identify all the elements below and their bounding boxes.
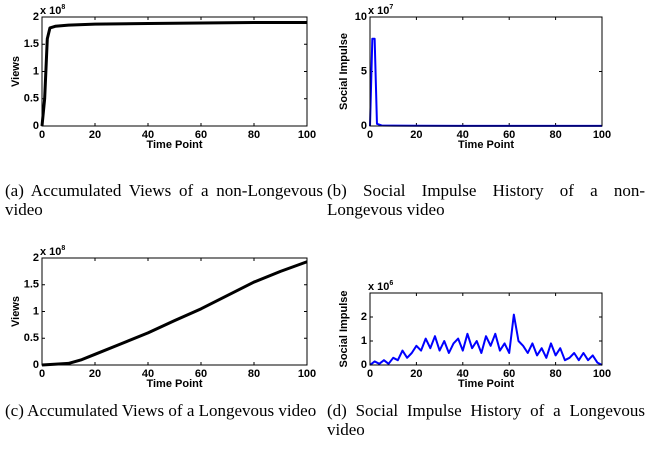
- x-tick-label: 80: [549, 368, 561, 380]
- multiplier-base: x 10: [40, 246, 61, 258]
- subplot: 0 20 40 60 80 100 0 0.5 1 1.5 2 Time Point Views x 10…: [10, 245, 316, 390]
- x-tick-label: 80: [248, 368, 260, 380]
- multiplier-exponent: 8: [61, 245, 65, 252]
- axes-box: [41, 16, 308, 127]
- y-multiplier: x 108: [40, 245, 65, 258]
- y-axis-label: Views: [10, 296, 22, 327]
- multiplier-base: x 10: [368, 5, 389, 17]
- x-tick-label: 40: [457, 368, 469, 380]
- x-tick-label: 20: [410, 368, 422, 380]
- y-multiplier: x 107: [368, 4, 393, 17]
- y-tick-label: 2: [33, 11, 39, 23]
- x-tick-label: 40: [457, 129, 469, 141]
- x-axis-label: Time Point: [146, 139, 202, 151]
- x-tick-label: 100: [298, 129, 316, 141]
- x-tick-label: 60: [503, 368, 515, 380]
- caption: (c) Accumulated Views of a Longevous vid…: [5, 401, 317, 420]
- multiplier-base: x 10: [368, 281, 389, 293]
- y-axis-label: Views: [10, 56, 22, 87]
- y-tick-label: 1: [33, 65, 39, 77]
- x-tick-label: 40: [142, 368, 154, 380]
- x-tick-label: 100: [298, 368, 316, 380]
- data-line: [369, 313, 603, 366]
- y-tick-label: 5: [361, 65, 367, 77]
- x-tick-label: 0: [39, 368, 45, 380]
- data-line: [40, 20, 307, 127]
- y-tick-label: 10: [355, 11, 367, 23]
- y-multiplier: x 106: [368, 280, 393, 293]
- subplot: 0 20 40 60 80 100 0 0.5 1 1.5 2 Time Point Views x 10…: [10, 4, 316, 151]
- x-tick-label: 0: [367, 368, 373, 380]
- axes-box: [369, 16, 603, 127]
- x-tick-label: 100: [593, 129, 611, 141]
- y-tick-label: 0: [33, 120, 39, 132]
- x-tick-label: 60: [195, 129, 207, 141]
- caption: (d) Social Impulse History of a Longevou…: [327, 401, 645, 439]
- y-tick-label: 2: [33, 252, 39, 264]
- y-tick-label: 0: [361, 120, 367, 132]
- x-tick-label: 0: [39, 129, 45, 141]
- x-tick-label: 80: [248, 129, 260, 141]
- caption: (a) Accumulated Views of a non-Longevous…: [5, 181, 323, 219]
- y-tick-label: 1.5: [24, 279, 39, 291]
- axes-box: [41, 257, 308, 366]
- x-tick-label: 60: [503, 129, 515, 141]
- axes-box: [369, 292, 603, 366]
- x-tick-label: 0: [367, 129, 373, 141]
- x-tick-label: 100: [593, 368, 611, 380]
- x-tick-label: 20: [410, 129, 422, 141]
- data-line: [369, 37, 602, 127]
- x-tick-label: 40: [142, 129, 154, 141]
- y-multiplier: x 108: [40, 4, 65, 17]
- y-tick-label: 1: [33, 305, 39, 317]
- subplot: 0 20 40 60 80 100 0 5 10 Time Point Social Impulse…: [338, 4, 611, 151]
- x-tick-label: 60: [195, 368, 207, 380]
- x-tick-label: 20: [89, 368, 101, 380]
- x-tick-label: 20: [89, 129, 101, 141]
- x-tick-label: 80: [549, 129, 561, 141]
- y-tick-label: 2: [361, 311, 367, 323]
- x-axis-label: Time Point: [458, 139, 514, 151]
- x-axis-label: Time Point: [146, 378, 202, 390]
- y-tick-label: 1: [361, 335, 367, 347]
- caption: (b) Social Impulse History of a non-Long…: [327, 181, 645, 219]
- subplot: 0 20 40 60 80 100 0 1 2 Time Point Social Impulse x…: [338, 280, 611, 390]
- multiplier-base: x 10: [40, 5, 61, 17]
- y-tick-label: 0.5: [24, 93, 39, 105]
- x-axis-label: Time Point: [458, 378, 514, 390]
- data-line: [41, 260, 308, 367]
- multiplier-exponent: 7: [389, 4, 393, 11]
- y-axis-label: Social Impulse: [338, 290, 350, 367]
- y-axis-label: Social Impulse: [338, 33, 350, 110]
- y-tick-label: 0: [33, 359, 39, 371]
- y-tick-label: 0: [361, 359, 367, 371]
- y-tick-label: 1.5: [24, 38, 39, 50]
- multiplier-exponent: 6: [389, 280, 393, 287]
- y-tick-label: 0.5: [24, 332, 39, 344]
- multiplier-exponent: 8: [61, 4, 65, 11]
